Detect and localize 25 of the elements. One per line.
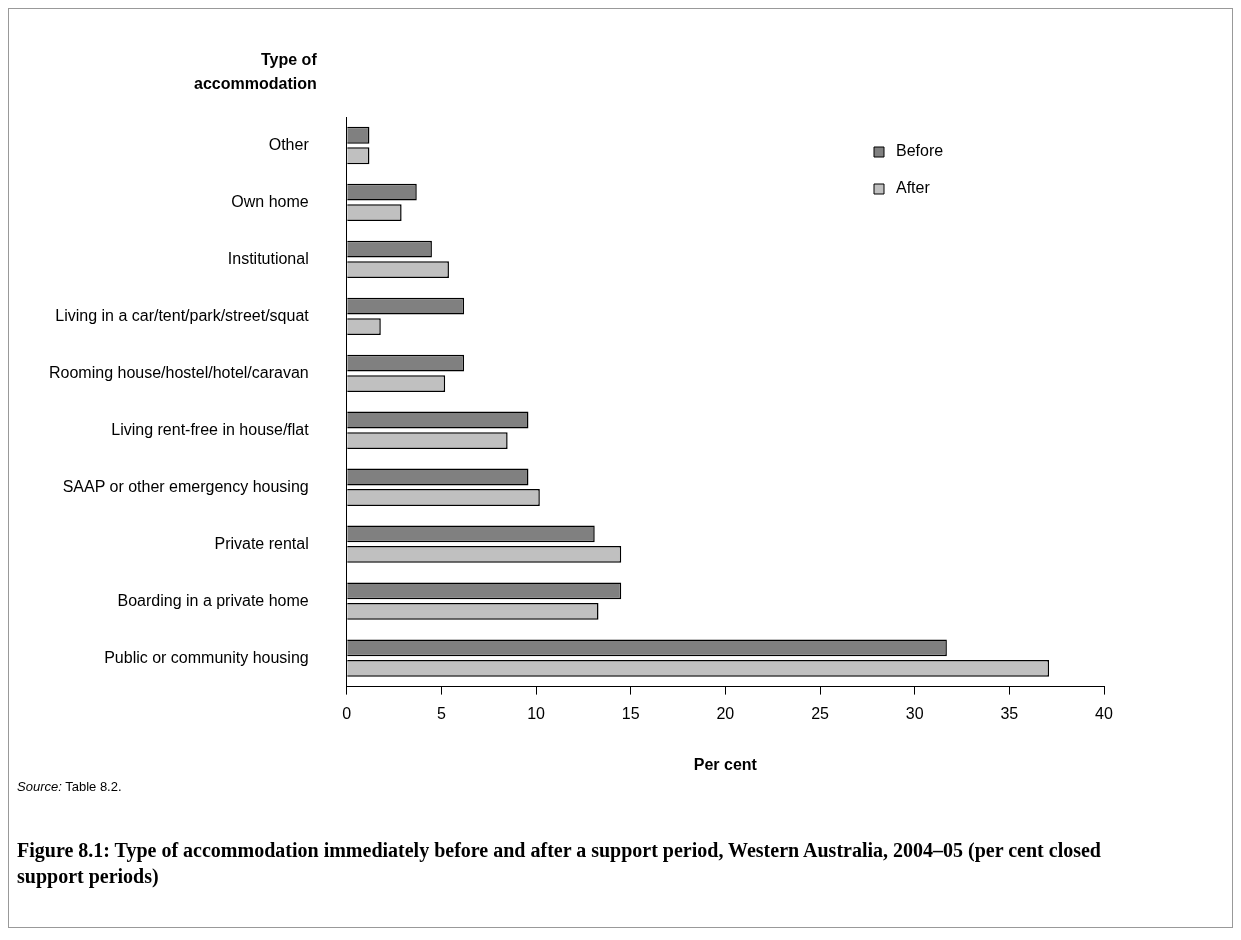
- y-tick-label: Living in a car/tent/park/street/squat: [55, 306, 310, 324]
- x-tick-label: 35: [1000, 704, 1019, 722]
- y-tick-label: Other: [268, 135, 310, 153]
- y-tick-label: Institutional: [227, 249, 309, 267]
- x-tick-label: 25: [811, 704, 830, 722]
- y-tick-label: SAAP or other emergency housing: [62, 477, 309, 495]
- y-tick-label: Public or community housing: [104, 648, 309, 666]
- y-tick-label: Rooming house/hostel/hotel/caravan: [49, 363, 309, 381]
- x-axis-title: Per cent: [693, 755, 758, 773]
- y-tick-label: Own home: [231, 192, 309, 210]
- legend-label: Before: [896, 142, 944, 160]
- x-tick-label: 20: [716, 704, 735, 722]
- x-tick-label: 30: [905, 704, 924, 722]
- y-tick-label: Boarding in a private home: [117, 591, 309, 609]
- source-note: Source: Table 8.2.: [17, 779, 122, 794]
- x-tick-label: 10: [527, 704, 546, 722]
- text: Figure 8.1: Type of accommodation immediately before and after a support period, Western Australia, 2004–05 (per cent closed support periods): [17, 838, 1102, 889]
- x-tick-label: 15: [621, 704, 640, 722]
- y-tick-label: Living rent-free in house/flat: [111, 420, 310, 438]
- x-tick-label: 40: [1095, 704, 1113, 722]
- y-axis-title: Type of accommodation: [194, 51, 318, 92]
- x-tick-label: 5: [436, 704, 446, 722]
- legend-label: After: [896, 179, 931, 197]
- x-tick-label: 0: [342, 704, 352, 722]
- y-tick-label: Private rental: [214, 534, 309, 552]
